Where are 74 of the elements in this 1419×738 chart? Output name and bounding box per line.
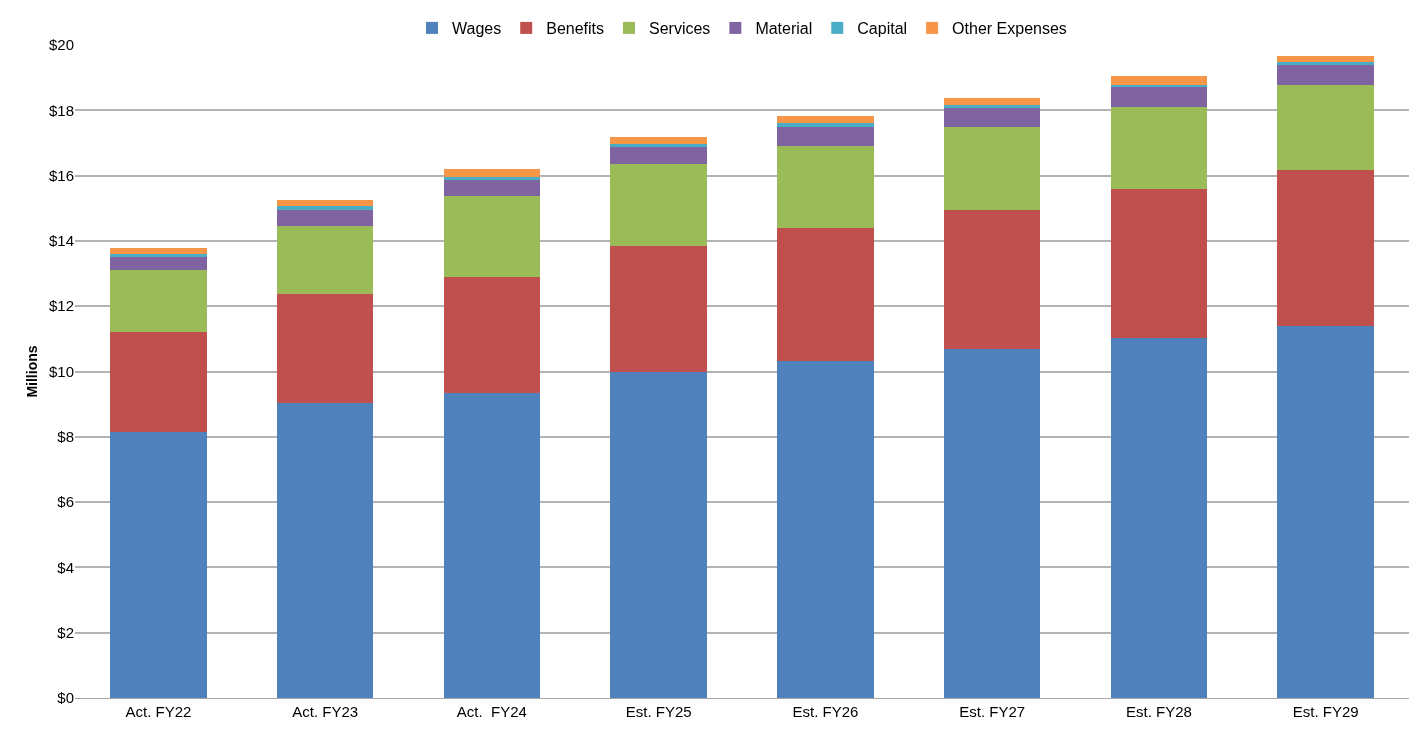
y-tick-label: $16 — [48, 166, 74, 184]
legend-label: Wages — [452, 20, 502, 38]
bar — [443, 276, 541, 393]
legend-label: Benefits — [546, 20, 605, 38]
bar — [943, 349, 1041, 698]
x-tick-label: Act. FY24 — [456, 703, 527, 720]
bar — [777, 127, 874, 146]
y-tick-label: $14 — [48, 232, 74, 250]
bar — [610, 136, 707, 144]
bar — [610, 163, 707, 246]
bar — [610, 372, 707, 698]
bar — [943, 108, 1041, 128]
bar — [276, 205, 374, 210]
x-tick-label: Est. FY25 — [625, 703, 692, 720]
x-tick-label: Est. FY26 — [792, 703, 859, 720]
y-tick-label: $10 — [48, 362, 74, 380]
bar — [110, 256, 207, 271]
bar — [1277, 169, 1374, 327]
x-tick-label: Est. FY29 — [1292, 703, 1359, 720]
bar — [110, 332, 207, 432]
bar — [276, 209, 374, 226]
x-tick-label: Est. FY28 — [1125, 703, 1192, 720]
bar — [1110, 84, 1208, 87]
bar — [443, 392, 541, 698]
bar — [777, 123, 874, 128]
bar — [777, 361, 874, 698]
bar — [276, 225, 374, 295]
bar — [1277, 84, 1374, 170]
y-tick-label: $2 — [57, 623, 74, 641]
bar — [777, 227, 874, 362]
bar — [777, 116, 874, 124]
bar — [110, 431, 207, 698]
bar — [1110, 86, 1208, 107]
bar — [610, 143, 707, 148]
y-tick-label: $4 — [57, 558, 74, 576]
bar — [1110, 188, 1208, 339]
bar — [110, 270, 207, 333]
legend-label: Services — [649, 20, 711, 38]
bar — [110, 253, 207, 257]
y-tick-label: $20 — [48, 36, 74, 54]
bar — [276, 402, 374, 698]
bar — [943, 127, 1041, 210]
y-tick-label: $8 — [57, 428, 74, 446]
bar — [1110, 76, 1208, 85]
bar — [443, 195, 541, 277]
y-tick-label: $12 — [48, 297, 74, 315]
y-tick-label: $18 — [48, 101, 74, 119]
legend-label: Capital — [857, 20, 908, 38]
bar — [1110, 106, 1208, 189]
x-tick-label: Est. FY27 — [959, 703, 1026, 720]
bar — [610, 147, 707, 164]
bar — [443, 169, 541, 177]
bar — [443, 179, 541, 196]
legend-label: Material — [755, 20, 813, 38]
bar — [1277, 62, 1374, 65]
legend-label: Other Expenses — [952, 20, 1067, 38]
bar — [1277, 326, 1374, 698]
bar — [110, 248, 207, 254]
bar — [1277, 64, 1374, 85]
x-tick-label: Act. FY23 — [292, 703, 359, 720]
bar — [1110, 338, 1208, 698]
x-tick-label: Act. FY22 — [125, 703, 192, 720]
y-axis-title: Millions — [23, 345, 40, 398]
bar — [777, 145, 874, 228]
bar — [443, 176, 541, 180]
bar — [943, 98, 1041, 106]
y-tick-label: $0 — [57, 689, 74, 707]
y-tick-label: $6 — [57, 493, 74, 511]
bar — [943, 209, 1041, 350]
bar — [943, 105, 1041, 109]
bar — [276, 199, 374, 206]
bar — [1277, 55, 1374, 63]
bar — [610, 245, 707, 373]
bar — [276, 294, 374, 403]
